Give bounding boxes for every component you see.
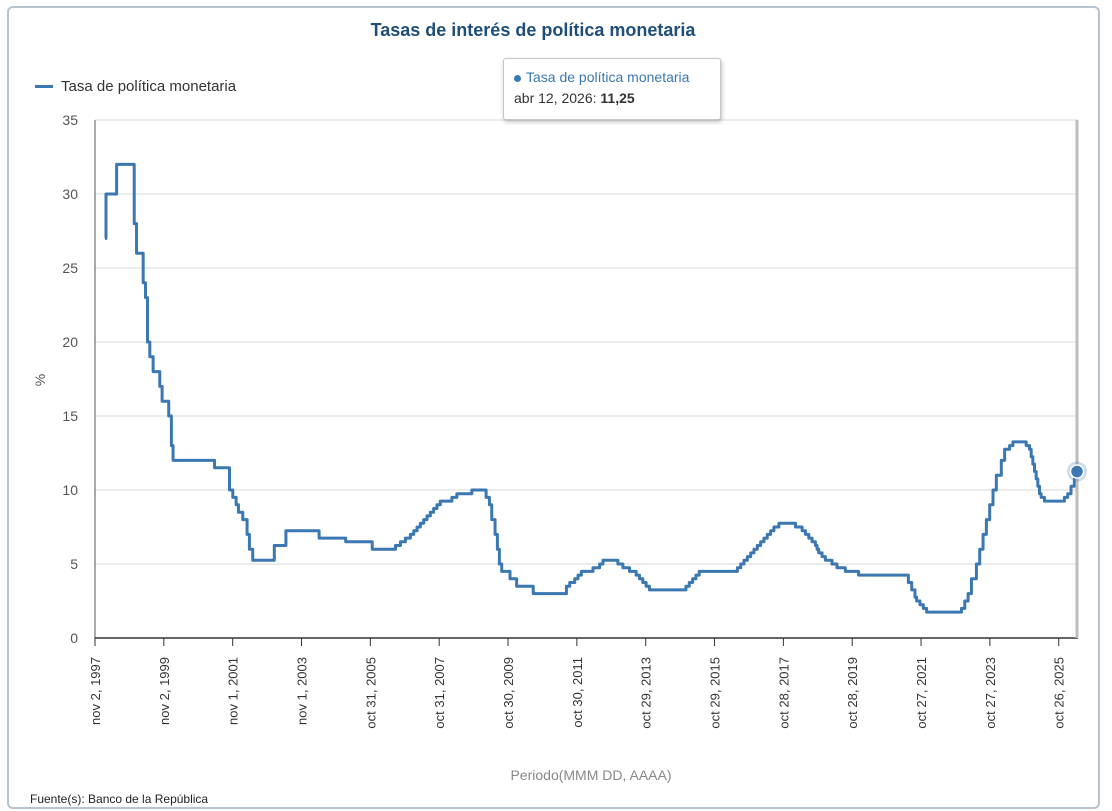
y-tick-label: 25 [62, 260, 78, 276]
y-tick-label: 10 [62, 482, 78, 498]
tooltip-value: 11,25 [600, 90, 635, 106]
x-tick-label: oct 28, 2019 [845, 657, 860, 729]
y-tick-label: 15 [62, 408, 78, 424]
x-tick-label: oct 30, 2011 [570, 657, 585, 728]
y-axis-title: % [32, 374, 48, 386]
x-tick-label: oct 27, 2021 [914, 657, 929, 729]
x-tick-label: oct 30, 2009 [501, 657, 516, 729]
tooltip-series-name: Tasa de política monetaria [526, 69, 690, 85]
x-tick-label: nov 1, 2003 [295, 657, 310, 725]
y-tick-label: 20 [62, 334, 78, 350]
x-tick-label: oct 28, 2017 [776, 657, 791, 729]
source-note: Fuente(s): Banco de la República [30, 792, 209, 806]
series-line[interactable] [104, 162, 1079, 614]
chart-title: Tasas de interés de política monetaria [370, 20, 696, 40]
tooltip-series: Tasa de política monetaria [514, 69, 710, 85]
y-tick-label: 0 [70, 630, 78, 646]
y-tick-label: 5 [70, 556, 78, 572]
x-tick-label: oct 31, 2007 [432, 657, 447, 729]
tooltip-value-line: abr 12, 2026: 11,25 [514, 90, 635, 106]
tooltip-date: abr 12, 2026 [514, 90, 593, 106]
x-tick-label: oct 26, 2025 [1052, 657, 1067, 729]
y-tick-label: 35 [62, 112, 78, 128]
tooltip-dot-icon [514, 74, 521, 82]
x-tick-label: oct 29, 2013 [639, 657, 654, 729]
x-tick-label: oct 27, 2023 [983, 657, 998, 729]
x-tick-label: nov 1, 2001 [226, 657, 241, 725]
legend-label: Tasa de política monetaria [61, 78, 237, 95]
y-tick-label: 30 [62, 186, 78, 202]
x-tick-label: oct 31, 2005 [363, 657, 378, 729]
legend-line-icon [35, 85, 53, 88]
hover-point-marker[interactable] [1069, 464, 1085, 479]
x-tick-label: nov 2, 1999 [157, 657, 172, 725]
tooltip: Tasa de política monetaria abr 12, 2026:… [503, 58, 721, 120]
x-axis-title: Periodo(MMM DD, AAAA) [510, 767, 671, 783]
x-tick-label: nov 2, 1997 [88, 657, 103, 725]
legend-item[interactable]: Tasa de política monetaria [35, 78, 236, 95]
chart-container [7, 6, 1100, 809]
x-tick-label: oct 29, 2015 [708, 657, 723, 729]
